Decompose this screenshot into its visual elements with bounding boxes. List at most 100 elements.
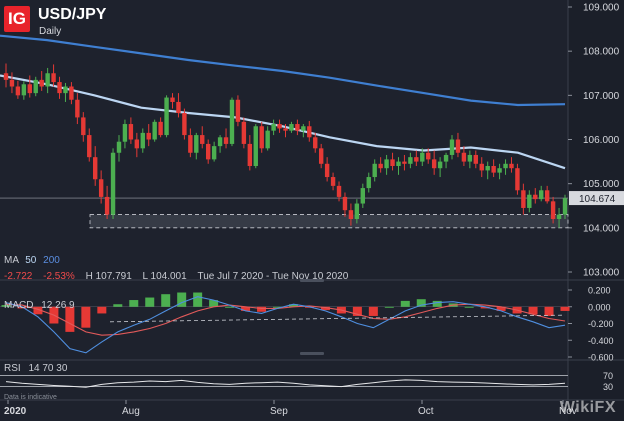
support-zone [89,214,569,229]
price-tick-label: 104.000 [583,223,620,234]
candle-body [550,201,556,219]
candle-body [485,166,490,171]
macd-legend-label: MACD [4,300,34,311]
candle-body [366,177,371,189]
macd-histogram-bar [432,300,442,307]
macd-histogram-bar [193,292,203,307]
candle-body [158,121,163,136]
candle-body [27,84,32,94]
macd-histogram-bar [81,306,91,328]
candle-body [467,154,473,162]
rsi-level-label: 70 [603,371,613,381]
candle-body [318,148,324,164]
last-price-tag [569,191,624,206]
macd-trendline [109,314,566,323]
candle-body [396,161,401,166]
ma50-line [0,74,566,170]
macd-line [5,296,566,354]
macd-histogram-bar [416,299,426,307]
ma-legend-label: MA [4,255,19,266]
candle-body [408,157,413,164]
macd-histogram-bar [17,306,27,309]
candle-body [87,135,92,158]
candle-body [378,163,383,169]
candle-body [200,135,205,144]
candle-body [527,194,532,208]
candle-body [307,126,312,138]
macd-histogram-bar [161,294,171,307]
macd-histogram-bar [368,306,378,316]
candle-body [336,185,342,197]
candle-body [473,154,478,164]
candle-body [342,196,348,211]
candle-body [539,190,544,200]
candle-body [259,126,264,149]
candle-body [81,117,86,136]
candle-body [15,86,21,96]
candle-body [188,135,193,153]
macd-histogram-bar [528,306,538,315]
macd-histogram-bar [33,306,43,315]
candle-body [443,154,449,162]
candle-body [330,177,336,186]
candle-body [515,168,520,191]
candle-body [39,79,44,87]
candle-body [455,139,461,153]
macd-histogram-bar [241,306,251,311]
candle-body [283,128,288,131]
candle-body [205,143,211,160]
candle-body [75,99,80,118]
candle-body [93,157,98,180]
candle-body [414,157,419,162]
ig-logo: IG [4,6,30,32]
candle-body [420,152,425,162]
macd-histogram-bar [496,306,506,311]
stats-row: -2.722 -2.53% H 107.791 L 104.001 Tue Ju… [4,271,348,282]
macd-histogram-bar [384,306,394,308]
date-range: Tue Jul 7 2020 - Tue Nov 10 2020 [197,271,349,282]
time-tick-label: Nov [559,406,577,417]
price-tick-label: 107.000 [583,91,620,102]
candle-body [170,97,175,102]
candle-body [134,139,140,149]
candle-body [229,99,235,144]
candle-body [354,203,360,219]
candle-body [146,132,151,140]
ma200-legend: 200 [43,255,60,266]
candle-body [45,73,50,87]
symbol-title: USD/JPY [38,6,107,23]
macd-histogram-bar [464,306,474,308]
change-value: -2.722 [4,271,33,282]
candle-body [140,132,145,149]
macd-tick-label: 0.000 [588,302,611,312]
price-tick-label: 109.000 [583,3,620,14]
change-pct: -2.53% [43,271,75,282]
rsi-level-label: 30 [603,382,613,392]
timeframe-label: Daily [39,26,62,37]
macd-histogram-bar [352,306,362,316]
candle-body [544,190,550,202]
candle-body [479,163,484,171]
macd-histogram-bar [273,306,283,308]
candle-body [253,126,258,166]
candle-body [63,86,68,94]
high-value: H 107.791 [85,271,132,282]
candle-body [533,194,538,200]
candle-body [176,101,181,113]
candle-body [128,124,134,140]
candle-body [360,188,366,204]
candle-body [104,196,110,215]
candle-body [265,130,270,149]
pane-resize-handle [300,279,324,282]
candle-body [164,97,169,136]
macd-histogram-bar [209,300,219,307]
candle-body [98,179,104,197]
candle-body [223,137,229,144]
rsi-legend-label: RSI [4,363,21,374]
candle-body [271,124,276,131]
macd-histogram-bar [129,300,139,307]
macd-histogram-bar [480,306,490,309]
macd-histogram-bar [97,306,107,314]
candle-body [313,137,318,149]
